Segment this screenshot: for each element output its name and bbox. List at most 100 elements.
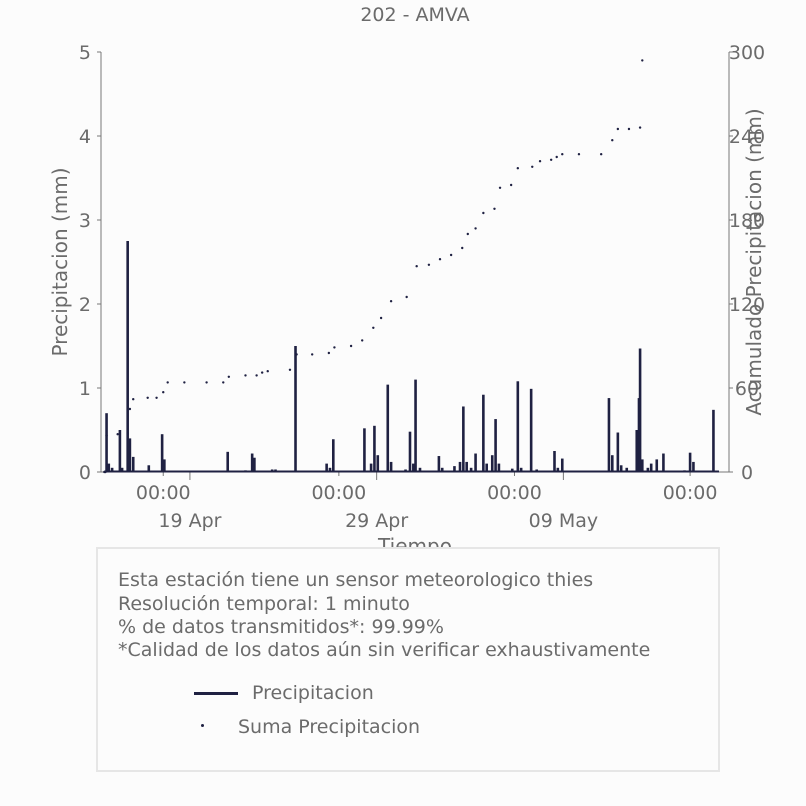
cumulative-dot: [183, 381, 186, 384]
precipitation-bar: [386, 384, 390, 472]
precipitation-bar: [408, 431, 412, 472]
info-sensor: Esta estación tiene un sensor meteorolog…: [118, 569, 594, 591]
cumulative-dot: [295, 353, 298, 356]
cumulative-dot: [498, 186, 502, 189]
precipitation-bars: [104, 241, 719, 473]
cumulative-dot: [244, 374, 247, 377]
cumulative-dot: [577, 153, 581, 156]
precipitation-bar: [105, 413, 108, 472]
cumulative-dot: [611, 139, 614, 142]
precipitation-bar: [607, 398, 611, 472]
cumulative-dot: [155, 396, 158, 399]
cumulative-dot: [166, 381, 169, 384]
y-tick-label: 4: [79, 126, 91, 148]
precipitation-bar: [437, 456, 441, 472]
y-tick-label: 0: [79, 462, 91, 484]
y-tick-label: 1: [79, 378, 91, 400]
y2-tick-label: 180: [729, 210, 765, 232]
precipitation-bar: [373, 425, 376, 472]
x-tick-label-time: 00:00: [311, 482, 366, 504]
cumulative-dot: [116, 433, 119, 436]
cumulative-dot: [561, 153, 564, 156]
info-transmitted: % de datos transmitidos*: 99.99%: [118, 616, 444, 638]
y-tick-label: 5: [79, 42, 91, 64]
precipitation-bar: [131, 456, 135, 472]
precipitation-bar: [126, 241, 129, 472]
precipitation-bar: [369, 463, 373, 472]
cumulative-dot: [427, 263, 431, 266]
precipitation-bar: [638, 348, 642, 472]
precipitation-bar: [110, 467, 114, 472]
precipitation-bar: [610, 455, 614, 472]
cumulative-dot: [638, 126, 642, 129]
cumulative-dot: [288, 368, 292, 371]
cumulative-dot: [104, 470, 107, 474]
precipitation-bar: [553, 451, 556, 472]
precipitation-bar: [516, 381, 520, 472]
y2-axis-label: Acumulado Precipitacion (mm): [742, 108, 766, 415]
precipitation-bar: [662, 453, 665, 472]
cumulative-dot: [415, 265, 418, 268]
precipitation-bar: [485, 463, 488, 472]
precipitation-bar: [646, 467, 650, 472]
precipitation-bar: [712, 409, 715, 472]
cumulative-dot: [438, 258, 442, 261]
y2-tick-label: 0: [741, 462, 753, 484]
cumulative-dot: [361, 339, 364, 342]
legend-line-swatch: [194, 692, 238, 695]
legend-label-precipitacion: Precipitacion: [252, 682, 374, 704]
cumulative-dot: [260, 371, 264, 374]
precipitation-bar: [474, 453, 477, 472]
cumulative-dot: [266, 370, 269, 373]
precipitation-bar: [226, 451, 230, 472]
cumulative-dot: [333, 346, 336, 349]
precipitation-bar: [412, 463, 415, 472]
precipitation-bar: [529, 388, 533, 472]
precipitation-bar: [494, 419, 497, 472]
cumulative-dot: [449, 253, 453, 257]
precipitation-bar: [253, 457, 256, 472]
precipitation-bar: [453, 466, 456, 472]
precipitation-bar: [510, 468, 514, 472]
precipitation-bar: [120, 467, 124, 472]
cumulative-dots: [103, 59, 644, 474]
precipitation-bar: [147, 465, 151, 472]
x-tick-label-date: 29 Apr: [345, 510, 408, 532]
precipitation-bar: [465, 461, 468, 472]
precipitation-bar: [332, 439, 335, 472]
cumulative-dot: [555, 155, 558, 159]
info-resolution: Resolución temporal: 1 minuto: [118, 593, 410, 615]
y-tick-label: 3: [79, 210, 91, 232]
y2-tick-label: 240: [729, 126, 765, 148]
cumulative-dot: [641, 59, 644, 62]
x-tick-label-time: 00:00: [487, 482, 542, 504]
cumulative-dot: [461, 246, 464, 250]
cumulative-dot: [379, 316, 383, 320]
cumulative-dot: [538, 160, 542, 163]
precipitation-bar: [107, 463, 111, 472]
precipitation-bar: [497, 463, 501, 472]
cumulative-dot: [405, 295, 408, 299]
cumulative-dot: [162, 391, 165, 394]
precipitation-bar: [655, 459, 659, 472]
cumulative-dot: [128, 407, 132, 411]
precipitation-bar: [616, 432, 620, 472]
precipitation-bar: [128, 438, 132, 472]
info-quality-note: *Calidad de los datos aún sin verificar …: [118, 639, 651, 661]
precipitation-bar: [250, 453, 254, 472]
precipitation-bar: [556, 467, 560, 472]
precipitation-bar: [363, 428, 366, 472]
x-tick-label-time: 00:00: [663, 482, 718, 504]
cumulative-dot: [310, 353, 314, 356]
cumulative-dot: [126, 432, 129, 435]
precipitation-bar: [440, 467, 444, 472]
precipitation-bar: [649, 463, 653, 472]
x-tick-label-time: 00:00: [136, 482, 191, 504]
precipitation-bar: [692, 461, 695, 472]
cumulative-dot: [349, 344, 353, 348]
cumulative-dot: [616, 127, 620, 131]
precipitation-bar: [376, 455, 380, 472]
precipitation-bar: [163, 459, 166, 472]
legend-label-suma: Suma Precipitacion: [238, 716, 421, 738]
